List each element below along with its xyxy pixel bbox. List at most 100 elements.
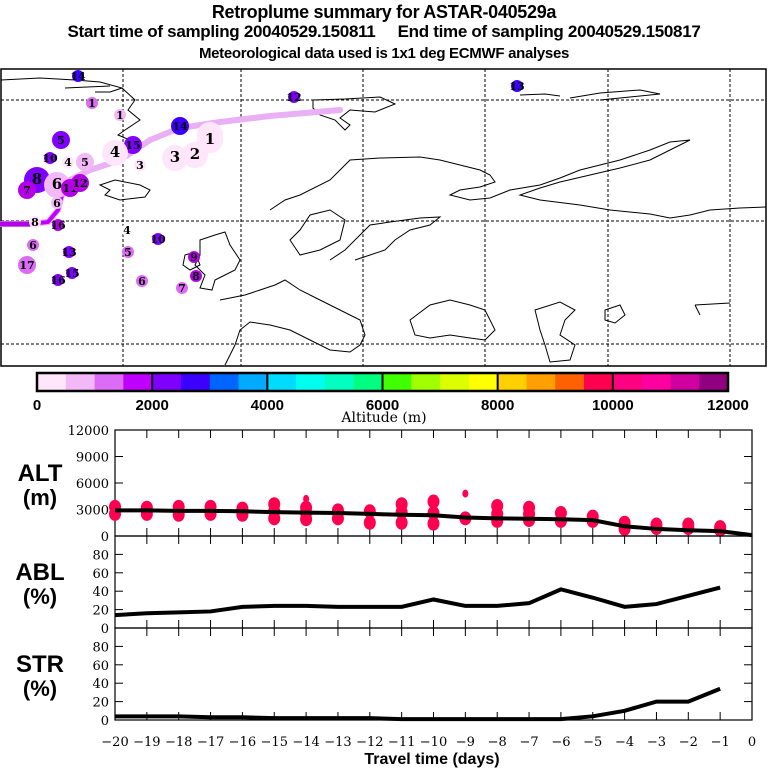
colorbar-swatch xyxy=(440,373,470,391)
coastline-europe-west xyxy=(219,279,366,366)
cluster-day-label: 6 xyxy=(53,197,61,210)
cluster-dot xyxy=(190,270,202,282)
y-tick-label: 0 xyxy=(101,530,109,545)
cluster-marker: 1 xyxy=(114,109,126,122)
colorbar-swatch xyxy=(353,373,383,391)
cluster-day-label: 8 xyxy=(192,270,200,283)
abl-line xyxy=(114,585,721,618)
cluster-marker: 10 xyxy=(150,233,166,246)
cluster-day-label: 2 xyxy=(190,145,200,163)
cluster-dot xyxy=(27,239,39,251)
cluster-markers: 1411121314113215435104587611126816617131… xyxy=(18,70,525,295)
x-tick-label: −4 xyxy=(615,735,634,750)
cluster-dot xyxy=(121,224,133,236)
y-tick-label: 80 xyxy=(92,548,109,563)
cluster-dot xyxy=(72,70,84,82)
altitude-marker xyxy=(523,500,536,515)
y-axis-label: ALT xyxy=(18,460,63,487)
x-tick-label: −13 xyxy=(324,735,351,750)
cluster-day-label: 13 xyxy=(61,246,76,259)
altitude-marker xyxy=(682,517,695,532)
colorbar-swatch xyxy=(296,373,326,391)
cluster-day-label: 14 xyxy=(172,120,188,133)
altitude-marker xyxy=(268,497,281,512)
colorbar-swatch xyxy=(324,373,355,391)
y-tick-label: 40 xyxy=(92,585,109,600)
cluster-day-label: 5 xyxy=(124,246,132,259)
coastline-svalbard xyxy=(312,96,397,131)
y-tick-label: 60 xyxy=(92,659,109,674)
cluster-dot xyxy=(176,282,188,294)
altitude-marker xyxy=(140,500,153,515)
cluster-day-label: 4 xyxy=(123,224,131,237)
cluster-marker: 7 xyxy=(18,181,36,199)
y-tick-label: 80 xyxy=(92,640,109,655)
panel-frame xyxy=(114,535,753,629)
cluster-marker: 15 xyxy=(124,136,142,154)
y-axis-label: STR xyxy=(16,651,64,678)
x-tick-label: −15 xyxy=(261,735,288,750)
altitude-marker xyxy=(363,515,376,530)
cluster-day-label: 4 xyxy=(110,143,120,161)
cluster-marker: 3 xyxy=(134,159,146,172)
cluster-marker: 8 xyxy=(29,216,41,229)
colorbar-swatch xyxy=(180,373,211,391)
cluster-dot xyxy=(511,80,523,92)
cluster-day-label: 7 xyxy=(23,184,31,197)
cluster-marker: 13 xyxy=(509,80,525,93)
plot-title: Retroplume summary for ASTAR-040529a xyxy=(211,2,557,22)
x-tick-label: −12 xyxy=(356,735,383,750)
colorbar-swatch xyxy=(37,373,67,391)
altitude-marker xyxy=(363,504,376,519)
cluster-marker: 14 xyxy=(171,117,189,135)
cluster-marker: 3 xyxy=(162,145,188,171)
cluster-dot xyxy=(136,275,148,287)
y-tick-label: 20 xyxy=(92,696,109,711)
colorbar-swatch xyxy=(209,373,240,391)
altitude-marker xyxy=(491,498,504,513)
cluster-day-label: 17 xyxy=(19,259,34,272)
colorbar-swatch xyxy=(152,373,182,391)
colorbar-frame xyxy=(35,371,730,393)
cluster-day-label: 10 xyxy=(42,152,58,165)
x-tick-label: −6 xyxy=(551,735,570,750)
colorbar-swatch xyxy=(670,373,700,391)
x-tick-label: −3 xyxy=(647,735,666,750)
cluster-dot xyxy=(124,136,142,154)
coastline-iceland xyxy=(98,179,151,201)
coastline-balkhash xyxy=(694,302,731,316)
x-tick-label: −19 xyxy=(133,735,160,750)
sampling-times: Start time of sampling 20040529.150811 E… xyxy=(0,22,768,42)
cluster-marker: 1 xyxy=(86,97,98,110)
colorbar-swatch xyxy=(238,373,268,391)
cluster-day-label: 16 xyxy=(50,219,66,232)
y-tick-label: 40 xyxy=(92,677,109,692)
retroplume-map: 1411121314113215435104587611126816617131… xyxy=(0,68,767,367)
cluster-day-label: 10 xyxy=(150,233,166,246)
cluster-marker: 6 xyxy=(136,275,148,288)
coastline-arctic-russia xyxy=(269,139,767,219)
colorbar-tick-label: 12000 xyxy=(707,397,749,414)
coastline-greenland xyxy=(0,77,124,93)
cluster-marker: 5 xyxy=(76,153,94,171)
cluster-dot xyxy=(86,97,98,109)
x-tick-label: −9 xyxy=(456,735,475,750)
cluster-marker: 13 xyxy=(61,246,77,259)
colorbar-swatch xyxy=(94,373,124,391)
cluster-marker: 15 xyxy=(64,267,80,280)
y-tick-label: 0 xyxy=(101,714,109,729)
colorbar-swatch xyxy=(382,373,412,391)
colorbar-tick-label: 2000 xyxy=(135,397,168,414)
cluster-day-label: 12 xyxy=(286,91,301,104)
colorbar-tick-label: 0 xyxy=(33,397,41,414)
altitude-marker xyxy=(236,501,249,516)
cluster-marker: 2 xyxy=(182,142,208,168)
colorbar-swatch xyxy=(612,373,643,391)
x-tick-label: −8 xyxy=(488,735,507,750)
x-tick-label: −1 xyxy=(711,735,730,750)
x-tick-label: −10 xyxy=(420,735,447,750)
cluster-dot xyxy=(122,246,134,258)
x-tick-label: −11 xyxy=(388,735,415,750)
colorbar-swatch xyxy=(584,373,614,391)
x-tick-label: 0 xyxy=(748,735,756,750)
